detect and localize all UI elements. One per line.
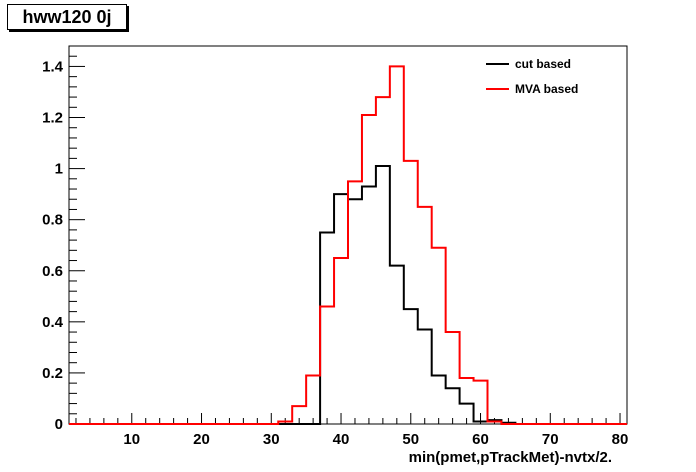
y-tick-label: 0	[55, 416, 63, 433]
y-tick-label: 0.2	[42, 365, 63, 382]
y-tick-label: 0.4	[42, 314, 64, 331]
y-tick-label: 1	[55, 161, 63, 178]
x-axis: 10 20 30 40 50 60 70 80	[75, 413, 629, 448]
plot-frame	[68, 45, 628, 425]
y-tick-label: 0.8	[42, 212, 63, 229]
legend: cut based MVA based	[486, 57, 578, 96]
y-tick-label: 1.2	[42, 110, 63, 127]
y-tick-label: 0.6	[42, 263, 63, 280]
x-tick-label: 30	[263, 431, 280, 448]
legend-label-0: cut based	[515, 57, 571, 71]
legend-label-1: MVA based	[515, 82, 578, 96]
x-tick-label: 70	[542, 431, 559, 448]
x-tick-label: 50	[402, 431, 419, 448]
x-tick-label: 10	[123, 431, 140, 448]
series-layer	[69, 65, 627, 425]
x-tick-label: 80	[612, 431, 629, 448]
x-tick-label: 60	[472, 431, 489, 448]
y-axis: 0 0.2 0.4 0.6 0.8 1 1.2 1.4	[42, 45, 85, 433]
x-tick-label: 40	[333, 431, 350, 448]
x-axis-title: min(pmet,pTrackMet)-nvtx/2.	[409, 449, 612, 466]
series-line-1	[69, 65, 627, 425]
chart-title: hww120 0j	[7, 4, 127, 30]
y-tick-label: 1.4	[42, 58, 64, 75]
x-tick-label: 20	[193, 431, 210, 448]
